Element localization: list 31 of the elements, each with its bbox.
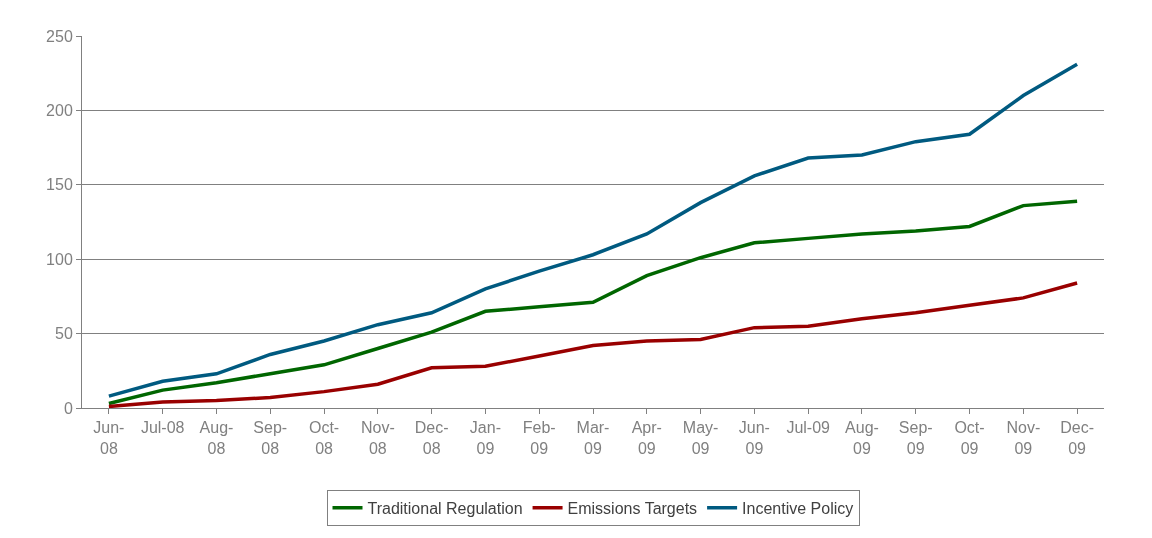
line-series [107,62,1079,398]
line-series [107,281,1079,408]
x-tick-label: Jun- 08 [93,419,125,457]
x-tick-label: Nov- 08 [360,419,395,457]
y-tick-label: 200 [46,102,73,119]
x-tick-label: Oct- 09 [954,419,985,457]
x-tick-label: Apr- 09 [631,419,662,457]
legend-label: Incentive Policy [742,499,854,517]
x-tick-label: Sep- 09 [898,419,933,457]
x-tick-label: Aug- 08 [199,419,234,457]
x-tick-label: Aug- 09 [845,419,879,457]
x-tick-label: Sep- 08 [253,419,288,457]
line-series [107,199,1079,406]
legend-label: Emissions Targets [567,499,698,517]
x-tick-label: Mar- 09 [576,419,610,457]
y-tick-label: 50 [55,325,73,343]
y-tick-label: 100 [46,250,73,268]
x-tick-label: Feb- 09 [522,419,556,457]
x-tick-label: Dec- 08 [414,419,449,457]
x-tick-label: Oct- 08 [308,419,340,457]
x-tick-label: Jun- 09 [738,419,770,457]
y-tick-label: 0 [63,399,73,417]
y-tick-label: 150 [46,176,73,194]
x-tick-label: Dec- 09 [1060,419,1094,457]
x-tick-label: Nov- 09 [1006,419,1041,457]
x-tick-label: Jul-08 [140,419,185,437]
legend-label: Traditional Regulation [367,499,523,517]
y-tick-label: 250 [46,27,73,45]
x-tick-label: Jul-09 [786,419,831,437]
x-tick-label: May- 09 [682,419,719,457]
x-tick-label: Jan- 09 [469,419,501,457]
